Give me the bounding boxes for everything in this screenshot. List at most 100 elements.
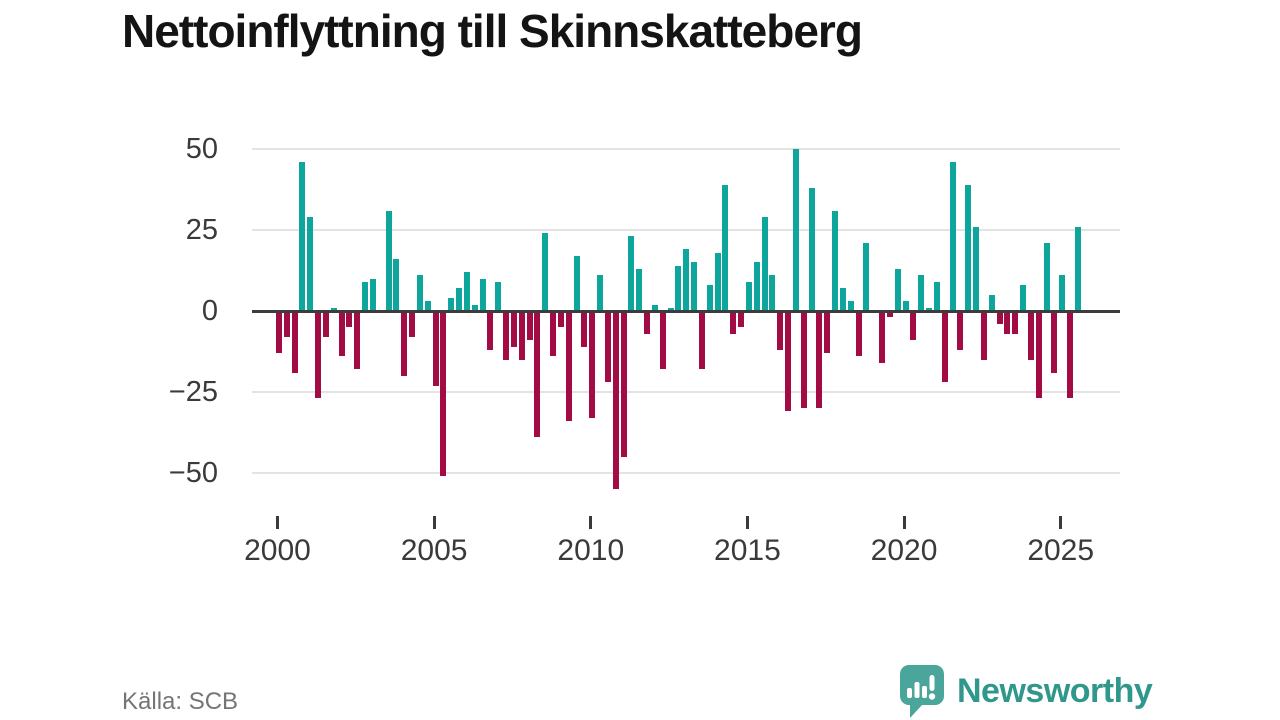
bar — [557, 311, 564, 328]
gridline — [252, 391, 1120, 393]
bar — [636, 268, 643, 311]
bar — [973, 226, 980, 311]
bar — [565, 311, 572, 422]
brand-lockup: Newsworthy — [898, 663, 1153, 719]
bar — [683, 249, 690, 311]
bar — [448, 298, 455, 311]
bar — [792, 149, 799, 311]
bar — [816, 311, 823, 409]
bar — [675, 265, 682, 311]
bar — [800, 311, 807, 409]
x-axis-tick-label: 2025 — [1027, 534, 1095, 567]
bar — [416, 275, 423, 311]
bar — [745, 281, 752, 311]
bar — [1043, 242, 1050, 311]
bar — [761, 217, 768, 311]
bar — [330, 307, 337, 311]
x-axis-tick-label: 2000 — [244, 534, 311, 567]
bar — [393, 259, 400, 311]
bar — [659, 311, 666, 370]
x-axis-tick-mark — [276, 516, 279, 529]
bar — [918, 275, 925, 311]
bar — [832, 210, 839, 311]
bar — [354, 311, 361, 370]
bar — [534, 311, 541, 438]
bar — [714, 252, 721, 311]
x-axis-tick-mark — [432, 516, 436, 529]
x-axis-tick-label: 2010 — [557, 534, 625, 567]
bar — [1059, 275, 1066, 311]
bar — [996, 311, 1003, 324]
bar — [1020, 285, 1027, 311]
brand-name: Newsworthy — [957, 671, 1153, 710]
bar — [487, 311, 494, 350]
bar — [299, 161, 306, 311]
bar — [957, 311, 964, 350]
bar — [651, 304, 658, 311]
bar — [738, 311, 745, 328]
y-axis-tick-label: −25 — [168, 376, 218, 408]
bar — [1074, 226, 1081, 311]
bar — [667, 307, 674, 311]
bar — [644, 311, 651, 334]
bar — [432, 311, 439, 386]
bar — [965, 184, 972, 311]
bar — [518, 311, 525, 360]
bar — [471, 304, 478, 311]
bar — [988, 294, 995, 311]
bar — [424, 301, 431, 311]
bar — [456, 288, 463, 311]
y-axis-tick-label: 0 — [201, 295, 218, 327]
bar — [753, 262, 760, 311]
bar — [910, 311, 917, 341]
bar — [933, 281, 940, 311]
x-axis-tick-mark — [589, 516, 593, 529]
bar — [369, 278, 376, 311]
bar — [589, 311, 596, 418]
bar — [769, 275, 776, 311]
bar — [550, 311, 557, 357]
bar — [894, 268, 901, 311]
bar — [440, 311, 447, 477]
bar — [1004, 311, 1011, 334]
bar — [362, 281, 369, 311]
bar — [291, 311, 298, 373]
gridline — [252, 229, 1120, 231]
plot-area: 2000 2005 2010 2015 2020 2025 — [244, 130, 1120, 567]
bar — [620, 311, 627, 457]
y-axis-tick-label: −50 — [168, 457, 218, 489]
source-note: Källa: SCB — [122, 688, 239, 715]
bar — [604, 311, 611, 383]
page-title: Nettoinflyttning till Skinnskatteberg — [122, 5, 863, 57]
y-axis-tick-label: 50 — [185, 133, 218, 165]
bar — [839, 288, 846, 311]
x-axis-tick-label: 2020 — [870, 534, 938, 567]
bar — [385, 210, 392, 311]
bar — [785, 311, 792, 412]
bar — [847, 301, 854, 311]
bar — [777, 311, 784, 350]
x-axis-tick-label: 2015 — [714, 534, 781, 567]
bar — [283, 311, 290, 337]
bar — [503, 311, 510, 360]
bar — [730, 311, 737, 334]
zero-axis-line — [252, 309, 1120, 313]
bar — [808, 187, 815, 311]
bar — [1027, 311, 1034, 360]
bar — [463, 272, 470, 311]
bar — [495, 281, 502, 311]
bar — [542, 233, 549, 311]
bar — [628, 236, 635, 311]
bar — [612, 311, 619, 490]
gridline — [252, 148, 1120, 150]
bar — [276, 311, 282, 354]
bar — [879, 311, 886, 363]
bar — [722, 184, 729, 311]
bar — [949, 161, 956, 311]
bar — [698, 311, 705, 370]
bar — [401, 311, 408, 376]
bar — [510, 311, 517, 347]
bar — [1035, 311, 1042, 399]
bar — [691, 262, 698, 311]
